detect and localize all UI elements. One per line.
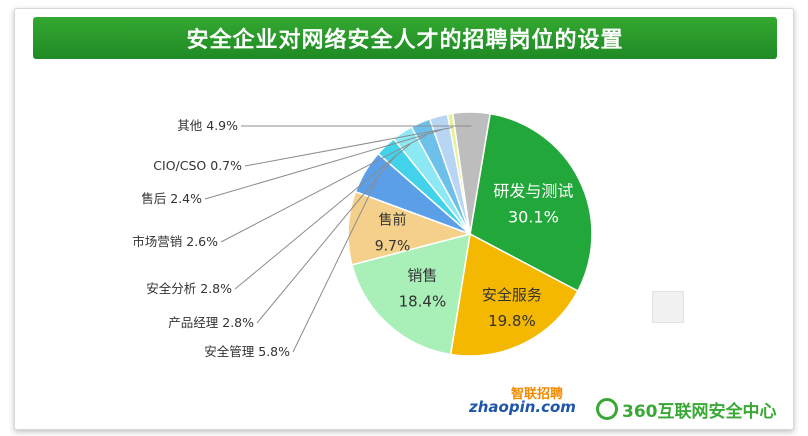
pie-slices xyxy=(347,111,593,357)
leader-line xyxy=(204,129,443,200)
outer-slice-label: 售后 2.4% xyxy=(141,191,202,206)
leader-lines xyxy=(204,125,472,353)
slice-label-name: 研发与测试 xyxy=(493,182,573,201)
slice-label-value: 30.1% xyxy=(508,208,559,227)
pie-slice-1 xyxy=(469,112,593,293)
slice-label-value: 18.4% xyxy=(399,292,447,310)
slice-label-value: 9.7% xyxy=(375,238,411,254)
zhaopin-logo: 智联招聘 zhaopin.com xyxy=(469,383,589,419)
pie-slice-2 xyxy=(449,232,579,357)
leader-line xyxy=(256,155,396,324)
slice-label-name: 售前 xyxy=(379,211,407,228)
slice-labels: 研发与测试 30.1% 安全服务 19.8% 销售 18.4% 售前 9.7% 安全管理 5.8… xyxy=(132,118,573,359)
outer-slice-label: CIO/CSO 0.7% xyxy=(153,158,242,173)
outer-slice-label: 安全分析 2.8% xyxy=(146,281,232,296)
outer-slice-label: 其他 4.9% xyxy=(177,118,238,133)
pie-slice-3 xyxy=(351,232,471,356)
leader-line xyxy=(292,178,378,353)
chart-frame: 安全企业对网络安全人才的招聘岗位的设置 xyxy=(14,8,794,430)
brand-360-icon xyxy=(596,398,618,420)
slice-label-name: 销售 xyxy=(407,266,437,284)
brand-360-text: 360互联网安全中心 xyxy=(622,401,777,422)
outer-slice-label: 市场营销 2.6% xyxy=(132,234,218,249)
pie-slice-11 xyxy=(451,111,492,235)
brand-360-logo: 360互联网安全中心 xyxy=(596,396,777,422)
slice-label-name: 安全服务 xyxy=(482,286,542,304)
zhaopin-logo-en: zhaopin.com xyxy=(469,398,576,416)
leader-line xyxy=(244,127,453,167)
zhaopin-logo-cn: 智联招聘 xyxy=(511,387,564,402)
outer-slice-label: 产品经理 2.8% xyxy=(168,315,254,330)
pie-slice-4 xyxy=(347,190,473,266)
outer-slice-label: 安全管理 5.8% xyxy=(204,344,290,359)
overlay-button[interactable] xyxy=(652,291,684,323)
leader-line xyxy=(220,134,427,243)
slice-label-value: 19.8% xyxy=(488,312,536,330)
leader-line xyxy=(234,143,411,290)
chart-title: 安全企业对网络安全人才的招聘岗位的设置 xyxy=(33,17,777,59)
